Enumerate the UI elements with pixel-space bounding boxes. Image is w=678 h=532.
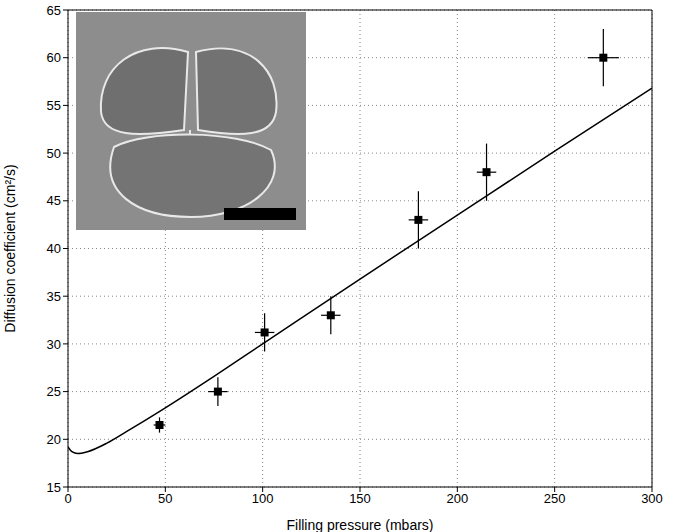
svg-text:35: 35 [47, 289, 61, 304]
svg-text:45: 45 [47, 193, 61, 208]
svg-text:40: 40 [47, 241, 61, 256]
svg-text:50: 50 [47, 146, 61, 161]
svg-text:Diffusion coefficient (cm²/s): Diffusion coefficient (cm²/s) [2, 164, 18, 332]
svg-text:65: 65 [47, 3, 61, 18]
svg-text:50: 50 [158, 491, 172, 506]
svg-text:300: 300 [641, 491, 663, 506]
svg-text:55: 55 [47, 98, 61, 113]
svg-text:150: 150 [349, 491, 371, 506]
svg-text:Filling pressure (mbars): Filling pressure (mbars) [286, 517, 433, 532]
svg-text:20: 20 [47, 432, 61, 447]
svg-text:25: 25 [47, 384, 61, 399]
svg-text:200: 200 [446, 491, 468, 506]
svg-text:60: 60 [47, 50, 61, 65]
svg-text:250: 250 [544, 491, 566, 506]
svg-text:100: 100 [252, 491, 274, 506]
svg-text:0: 0 [64, 491, 71, 506]
svg-text:15: 15 [47, 480, 61, 495]
svg-text:30: 30 [47, 337, 61, 352]
